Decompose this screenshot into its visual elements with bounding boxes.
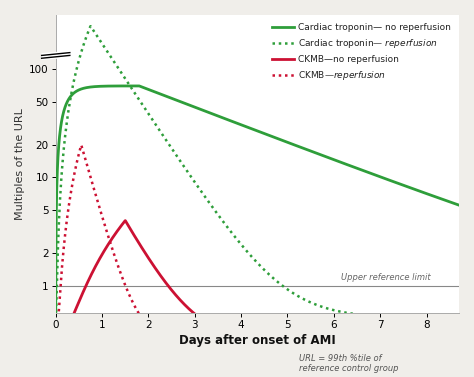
Text: URL = 99th %tile of
reference control group: URL = 99th %tile of reference control gr… [299, 354, 398, 373]
Legend: Cardiac troponin— no reperfusion, Cardiac troponin— $\it{reperfusion}$, CKMB—no : Cardiac troponin— no reperfusion, Cardia… [268, 20, 455, 86]
X-axis label: Days after onset of AMI: Days after onset of AMI [179, 334, 336, 347]
Text: Upper reference limit: Upper reference limit [341, 273, 430, 282]
Y-axis label: Multiples of the URL: Multiples of the URL [15, 108, 25, 220]
